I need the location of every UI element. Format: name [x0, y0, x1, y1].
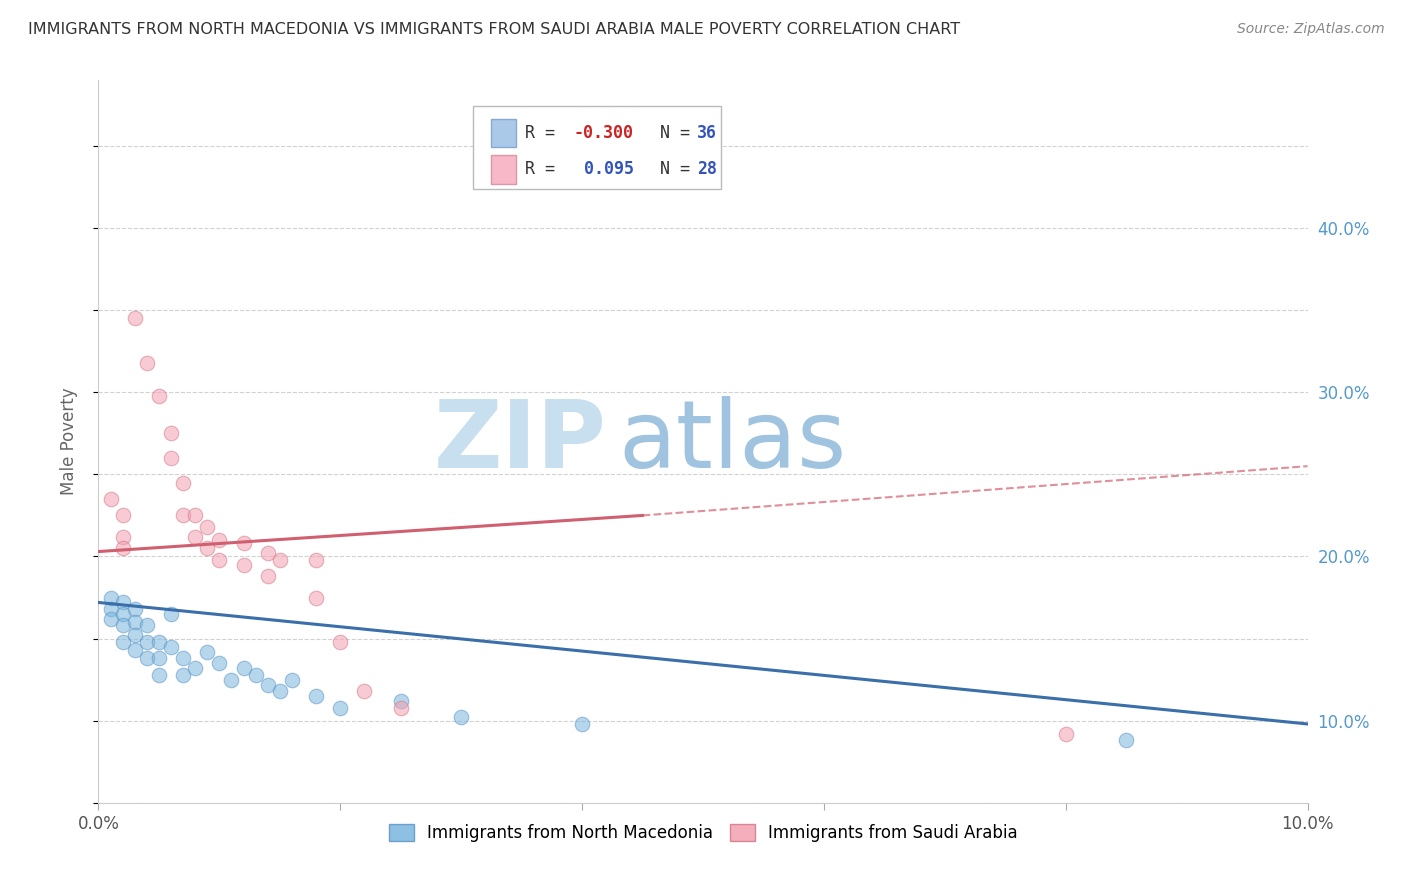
- Point: [389, 694, 412, 708]
- Point: [305, 689, 328, 703]
- Point: [184, 530, 207, 544]
- Text: Source: ZipAtlas.com: Source: ZipAtlas.com: [1237, 22, 1385, 37]
- FancyBboxPatch shape: [474, 105, 721, 189]
- Point: [305, 591, 328, 605]
- Point: [353, 684, 375, 698]
- Point: [111, 530, 134, 544]
- Point: [571, 717, 593, 731]
- Point: [172, 475, 194, 490]
- Point: [111, 618, 134, 632]
- Point: [111, 508, 134, 523]
- Point: [184, 508, 207, 523]
- Text: R =: R =: [526, 161, 565, 178]
- Text: N =: N =: [640, 161, 700, 178]
- Point: [269, 684, 291, 698]
- Point: [195, 541, 218, 556]
- Point: [124, 311, 146, 326]
- Point: [135, 635, 157, 649]
- Point: [160, 426, 183, 441]
- Point: [195, 645, 218, 659]
- Point: [148, 635, 170, 649]
- Point: [172, 508, 194, 523]
- Point: [208, 657, 231, 671]
- Point: [111, 595, 134, 609]
- Point: [329, 700, 352, 714]
- Point: [124, 643, 146, 657]
- Point: [148, 667, 170, 681]
- Point: [160, 607, 183, 621]
- Point: [160, 640, 183, 654]
- Text: R =: R =: [526, 124, 565, 142]
- FancyBboxPatch shape: [492, 119, 516, 147]
- Point: [100, 612, 122, 626]
- Point: [135, 356, 157, 370]
- Point: [111, 541, 134, 556]
- Point: [184, 661, 207, 675]
- Point: [208, 553, 231, 567]
- Point: [281, 673, 304, 687]
- Text: 36: 36: [697, 124, 717, 142]
- Y-axis label: Male Poverty: Male Poverty: [59, 388, 77, 495]
- Point: [1115, 733, 1137, 747]
- Text: 0.095: 0.095: [574, 161, 634, 178]
- Point: [232, 661, 254, 675]
- Point: [245, 667, 267, 681]
- Point: [256, 546, 278, 560]
- Point: [135, 651, 157, 665]
- Point: [111, 607, 134, 621]
- Text: ZIP: ZIP: [433, 395, 606, 488]
- Point: [195, 520, 218, 534]
- Legend: Immigrants from North Macedonia, Immigrants from Saudi Arabia: Immigrants from North Macedonia, Immigra…: [382, 817, 1024, 848]
- Point: [256, 677, 278, 691]
- Point: [100, 591, 122, 605]
- Point: [124, 602, 146, 616]
- Point: [232, 536, 254, 550]
- Point: [160, 450, 183, 465]
- Point: [148, 388, 170, 402]
- Point: [305, 553, 328, 567]
- Point: [124, 615, 146, 630]
- Point: [208, 533, 231, 547]
- Text: -0.300: -0.300: [574, 124, 634, 142]
- Point: [269, 553, 291, 567]
- Point: [100, 602, 122, 616]
- Text: atlas: atlas: [619, 395, 846, 488]
- FancyBboxPatch shape: [492, 154, 516, 184]
- Point: [172, 651, 194, 665]
- Point: [111, 635, 134, 649]
- Point: [389, 700, 412, 714]
- Point: [256, 569, 278, 583]
- Point: [329, 635, 352, 649]
- Point: [1054, 727, 1077, 741]
- Text: 28: 28: [697, 161, 717, 178]
- Point: [100, 491, 122, 506]
- Point: [232, 558, 254, 572]
- Text: N =: N =: [640, 124, 700, 142]
- Point: [221, 673, 243, 687]
- Point: [172, 667, 194, 681]
- Point: [124, 628, 146, 642]
- Point: [135, 618, 157, 632]
- Text: IMMIGRANTS FROM NORTH MACEDONIA VS IMMIGRANTS FROM SAUDI ARABIA MALE POVERTY COR: IMMIGRANTS FROM NORTH MACEDONIA VS IMMIG…: [28, 22, 960, 37]
- Point: [450, 710, 472, 724]
- Point: [148, 651, 170, 665]
